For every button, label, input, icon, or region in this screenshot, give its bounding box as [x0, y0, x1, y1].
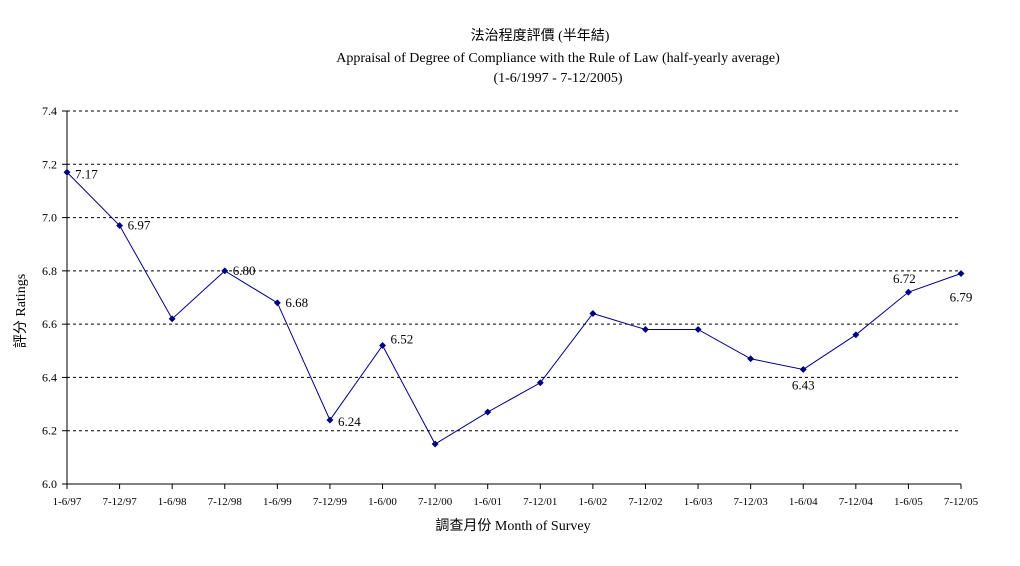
data-point — [747, 355, 755, 363]
y-tick-label: 7.2 — [42, 157, 57, 171]
y-axis-title: 評分 Ratings — [13, 274, 29, 348]
data-point — [694, 325, 702, 334]
data-point — [116, 222, 124, 230]
series-line — [66, 171, 962, 445]
data-labels: 7.17 6.97 6.80 6.68 6.24 6.52 6.43 6.72 6.79 — [75, 166, 972, 429]
data-label: 6.43 — [792, 377, 815, 392]
y-tick-label: 6.6 — [42, 317, 57, 331]
data-label: 6.80 — [233, 263, 256, 278]
x-tick-label: 7-12/02 — [628, 496, 662, 508]
x-tick-label: 7-12/99 — [313, 496, 348, 508]
data-point — [168, 315, 176, 323]
data-point — [799, 365, 807, 373]
data-label: 6.79 — [950, 290, 973, 305]
axes — [62, 110, 962, 489]
data-point — [904, 288, 912, 296]
data-point — [536, 379, 544, 387]
data-point — [326, 416, 334, 424]
x-tick-label: 1-6/98 — [158, 496, 187, 508]
data-point — [852, 331, 860, 339]
data-label: 6.24 — [338, 414, 361, 429]
x-tick-labels: 1-6/97 7-12/97 1-6/98 7-12/98 1-6/99 7-12/99 1… — [53, 496, 979, 508]
x-tick-label: 7-12/97 — [102, 496, 137, 508]
x-tick-label: 7-12/05 — [944, 496, 979, 508]
y-tick-label: 6.0 — [42, 477, 57, 491]
chart-period: (1-6/1997 - 7-12/2005) — [493, 71, 622, 86]
x-tick-label: 7-12/03 — [734, 496, 769, 508]
data-label: 6.68 — [285, 295, 308, 310]
x-tick-label: 1-6/99 — [263, 496, 292, 508]
chart-subtitle: Appraisal of Degree of Compliance with t… — [336, 51, 780, 66]
data-point — [378, 341, 387, 350]
data-point — [221, 267, 229, 275]
x-tick-label: 1-6/05 — [894, 496, 923, 508]
data-point — [431, 440, 439, 448]
x-tick-label: 7-12/04 — [839, 496, 874, 508]
data-point — [273, 299, 281, 307]
data-point — [484, 408, 492, 416]
x-tick-label: 7-12/01 — [523, 496, 557, 508]
x-tick-label: 1-6/02 — [579, 496, 608, 508]
x-tick-label: 1-6/00 — [368, 496, 397, 508]
y-tick-label: 6.8 — [42, 264, 57, 278]
data-point — [641, 325, 650, 334]
x-tick-label: 1-6/04 — [789, 496, 818, 508]
y-tick-label: 6.2 — [42, 424, 57, 438]
x-tick-label: 1-6/01 — [473, 496, 502, 508]
data-point — [589, 309, 597, 318]
series — [63, 168, 965, 448]
chart-title: 法治程度評價 (半年結) — [471, 27, 610, 44]
y-tick-label: 6.4 — [42, 370, 57, 384]
x-tick-label: 1-6/03 — [684, 496, 713, 508]
x-tick-label: 7-12/98 — [208, 496, 243, 508]
data-point — [957, 269, 965, 278]
y-tick-labels: 6.0 6.2 6.4 6.6 6.8 7.0 7.2 7.4 — [42, 104, 57, 491]
x-axis-title: 調查月份 Month of Survey — [435, 518, 590, 534]
data-label: 6.72 — [893, 271, 916, 286]
data-label: 7.17 — [75, 166, 98, 181]
data-label: 6.52 — [391, 331, 414, 346]
data-label: 6.97 — [128, 218, 151, 233]
gridlines — [67, 110, 961, 432]
x-tick-label: 7-12/00 — [418, 496, 453, 508]
data-point — [63, 168, 71, 176]
y-tick-label: 7.0 — [42, 211, 57, 225]
x-tick-label: 1-6/97 — [53, 496, 82, 508]
y-tick-label: 7.4 — [42, 104, 57, 118]
